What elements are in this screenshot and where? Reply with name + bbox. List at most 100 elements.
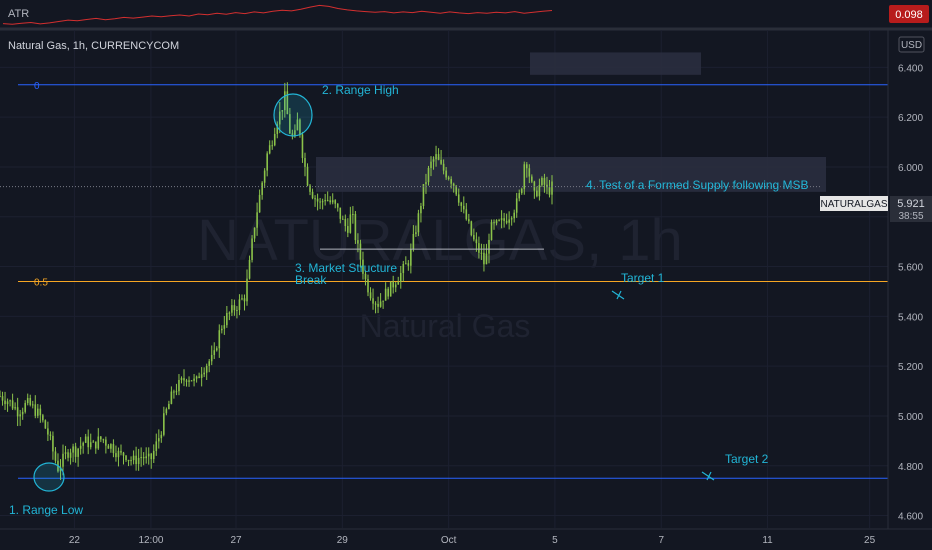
candle-body [306, 166, 309, 186]
candle-body [54, 451, 57, 461]
candle-body [520, 188, 523, 194]
time-axis[interactable]: 22 12:00 27 29 Oct 5 7 11 25 [69, 535, 876, 546]
candle-body [72, 446, 74, 453]
supply-zone[interactable] [316, 156, 826, 192]
candle-body [294, 130, 296, 137]
candle-body [79, 445, 82, 449]
candle-body [289, 114, 291, 134]
candle-body [145, 456, 147, 459]
candle-body [125, 455, 127, 461]
target1-label: Target 1 [621, 271, 665, 285]
candle-body [510, 218, 513, 220]
candle-body [515, 198, 518, 213]
candle-body [84, 436, 87, 443]
candle-body [92, 441, 95, 443]
candle-body [377, 303, 379, 307]
candle-body [180, 378, 183, 380]
candle-body [127, 460, 130, 462]
candle-body [152, 450, 155, 460]
target2-marker[interactable] [701, 471, 715, 481]
candle-body [100, 436, 102, 440]
candle-body [473, 235, 475, 240]
candle-body [503, 218, 505, 221]
candle-body [483, 252, 485, 265]
last-price-value: 5.921 [897, 198, 925, 210]
candle-body [384, 288, 387, 301]
candle-body [435, 154, 437, 160]
candle-body [39, 408, 42, 416]
candle-body [64, 452, 67, 454]
candle-body [334, 200, 337, 204]
y-tick-label: 6.400 [898, 63, 923, 74]
candle-body [203, 372, 205, 375]
candle-body [276, 124, 279, 134]
candle-body [316, 198, 319, 202]
atr-line [2, 4, 553, 25]
candle-body [142, 457, 145, 459]
x-tick-label: 12:00 [138, 535, 163, 546]
candle-body [412, 234, 415, 250]
range-high-circle[interactable] [273, 93, 313, 137]
candle-body [331, 200, 334, 203]
fib-level-label: 0.5 [34, 277, 48, 288]
candle-body [389, 281, 392, 297]
candle-body [157, 438, 160, 442]
candle-body [47, 428, 49, 435]
candle-body [523, 164, 526, 189]
candle-body [34, 404, 37, 416]
candle-body [208, 361, 211, 366]
candle-body [543, 177, 546, 185]
candle-body [341, 218, 344, 220]
candle-body [379, 301, 382, 307]
target1-marker[interactable] [611, 290, 625, 300]
candle-body [147, 453, 150, 457]
x-tick-label: 29 [337, 535, 349, 546]
candle-body [105, 439, 107, 446]
fibonacci-retracement[interactable]: 00.5 [18, 81, 888, 479]
candle-body [178, 379, 180, 392]
y-tick-label: 5.400 [898, 312, 923, 323]
range-high-label: 2. Range High [322, 83, 399, 97]
candle-body [21, 411, 24, 415]
candle-body [246, 278, 248, 302]
candle-body [223, 325, 226, 329]
x-tick-label: 5 [552, 535, 558, 546]
candle-body [9, 400, 11, 402]
candle-body [24, 403, 27, 412]
candle-body [228, 312, 231, 314]
candle-body [198, 376, 200, 378]
x-tick-label: 11 [762, 535, 773, 546]
candle-body [284, 91, 286, 111]
candle-body [200, 374, 203, 378]
candle-body [261, 182, 263, 195]
candle-body [372, 298, 374, 304]
y-tick-label: 6.000 [898, 163, 923, 174]
candle-body [415, 232, 417, 235]
candle-body [394, 284, 397, 288]
candle-body [160, 434, 163, 439]
candle-body [382, 300, 384, 302]
candle-body [77, 448, 79, 457]
candle-body [490, 222, 493, 241]
candle-body [324, 200, 326, 202]
candle-body [495, 220, 498, 224]
candle-body [188, 380, 190, 382]
candle-body [135, 455, 137, 465]
shaded-range-box[interactable] [530, 52, 701, 75]
candle-body [518, 193, 521, 199]
candle-body [357, 240, 359, 244]
candle-body [107, 445, 110, 449]
range-low-circle[interactable] [33, 462, 65, 492]
candle-body [541, 177, 543, 186]
candle-body [238, 299, 241, 310]
candle-body [74, 446, 77, 457]
candle-body [59, 466, 62, 472]
candle-body [387, 288, 389, 297]
candle-body [427, 167, 430, 183]
candle-body [525, 164, 528, 169]
supply-test-label: 4. Test of a Formed Supply following MSB [586, 178, 809, 192]
candle-body [163, 413, 165, 435]
currency-button[interactable] [898, 36, 925, 53]
candle-body [117, 450, 120, 458]
candle-body [457, 194, 460, 203]
